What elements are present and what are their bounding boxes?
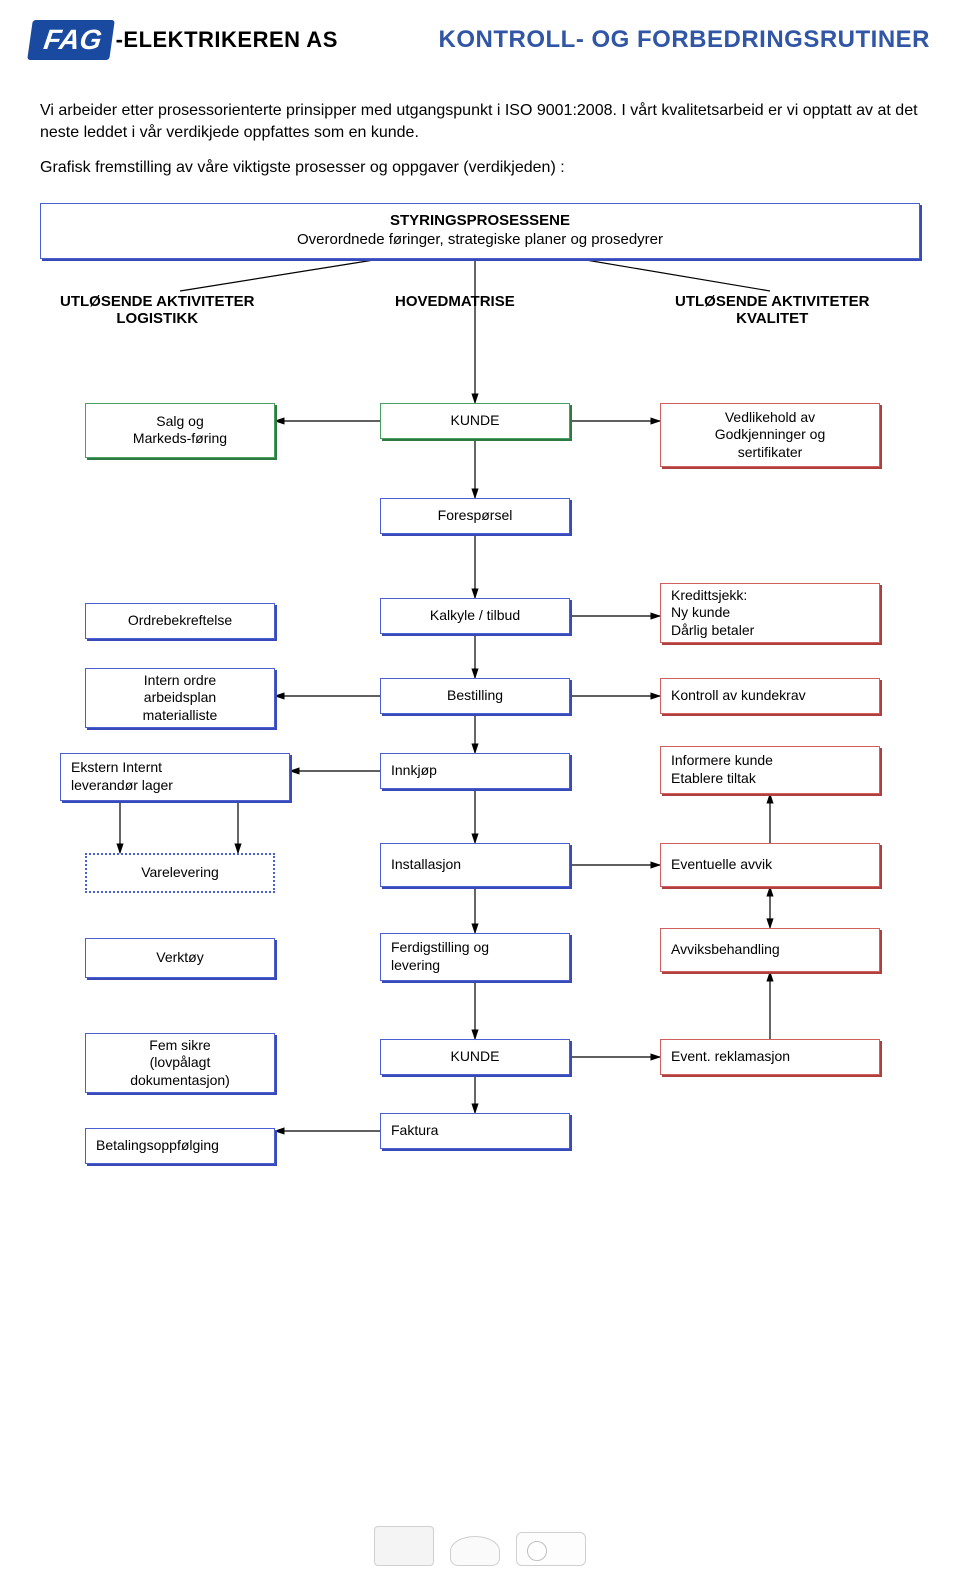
edge [180, 259, 380, 291]
node-kalkyle: Kalkyle / tilbud [380, 598, 570, 634]
intro-p2: Grafisk fremstilling av våre viktigste p… [40, 157, 920, 179]
node-informere: Informere kunde Etablere tiltak [660, 746, 880, 794]
node-betaling: Betalingsoppfølging [85, 1128, 275, 1164]
node-bestilling: Bestilling [380, 678, 570, 714]
node-verktoy: Verktøy [85, 938, 275, 978]
h-hoved: HOVEDMATRISE [395, 293, 515, 310]
intro-p1: Vi arbeider etter prosessorienterte prin… [40, 100, 920, 143]
node-kontroll: Kontroll av kundekrav [660, 678, 880, 714]
h-logistikk: UTLØSENDE AKTIVITETER LOGISTIKK [60, 293, 254, 327]
node-kunde1: KUNDE [380, 403, 570, 439]
edges-layer [0, 203, 960, 1403]
footer-devices [0, 1526, 960, 1566]
device-sensor-icon [450, 1536, 500, 1566]
node-foresporsel: Forespørsel [380, 498, 570, 534]
edge [580, 259, 770, 291]
node-installasjon: Installasjon [380, 843, 570, 887]
node-intern: Intern ordre arbeidsplan materialliste [85, 668, 275, 728]
node-varelevering: Varelevering [85, 853, 275, 893]
top-banner: STYRINGSPROSESSENEOverordnede føringer, … [40, 203, 920, 259]
node-femsikre: Fem sikre (lovpålagt dokumentasjon) [85, 1033, 275, 1093]
device-outlet-icon [516, 1532, 586, 1566]
intro-text: Vi arbeider etter prosessorienterte prin… [0, 70, 960, 203]
logo-badge-icon: FAG [27, 20, 114, 60]
node-ekstern: Ekstern Internt leverandør lager [60, 753, 290, 801]
node-ferdig: Ferdigstilling og levering [380, 933, 570, 981]
node-salg: Salg og Markeds-føring [85, 403, 275, 458]
device-breaker-icon [374, 1526, 434, 1566]
h-kvalitet: UTLØSENDE AKTIVITETER KVALITET [675, 293, 869, 327]
node-kunde2: KUNDE [380, 1039, 570, 1075]
node-kreditt: Kredittsjekk: Ny kunde Dårlig betaler [660, 583, 880, 643]
node-innkjop: Innkjøp [380, 753, 570, 789]
node-reklamasjon: Event. reklamasjon [660, 1039, 880, 1075]
node-avvik: Eventuelle avvik [660, 843, 880, 887]
node-ordre: Ordrebekreftelse [85, 603, 275, 639]
node-avviksbeh: Avviksbehandling [660, 928, 880, 972]
header: FAG -ELEKTRIKEREN AS KONTROLL- OG FORBED… [0, 0, 960, 70]
logo-block: FAG -ELEKTRIKEREN AS [30, 20, 338, 60]
node-faktura: Faktura [380, 1113, 570, 1149]
node-vedlikehold: Vedlikehold av Godkjenninger og sertifik… [660, 403, 880, 467]
logo-company: -ELEKTRIKEREN AS [116, 27, 338, 53]
flowchart-diagram: STYRINGSPROSESSENEOverordnede føringer, … [0, 203, 960, 1403]
header-title: KONTROLL- OG FORBEDRINGSRUTINER [439, 26, 930, 54]
page: FAG -ELEKTRIKEREN AS KONTROLL- OG FORBED… [0, 0, 960, 1586]
